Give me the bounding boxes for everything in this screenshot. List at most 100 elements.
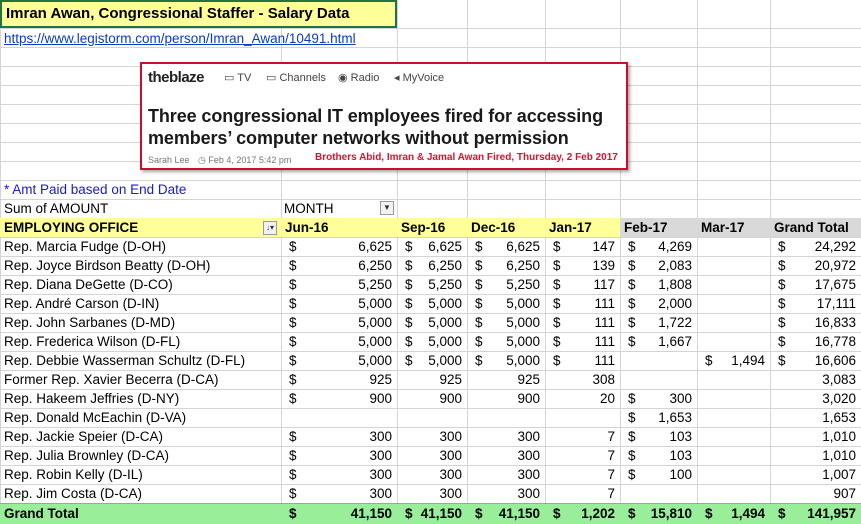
currency: $ [475, 315, 483, 330]
currency: $ [289, 467, 297, 482]
amount: 1,010 [822, 448, 856, 463]
grid-line [0, 427, 861, 428]
amount: 24,292 [814, 239, 856, 254]
value-cell: 20 [545, 389, 620, 408]
value-cell: $41,150 [467, 504, 545, 523]
amount: 5,000 [358, 334, 392, 349]
amount: 6,625 [358, 239, 392, 254]
currency: $ [289, 429, 297, 444]
amount: 7 [607, 448, 615, 463]
currency: $ [778, 353, 786, 368]
currency: $ [628, 410, 636, 425]
amount: 300 [517, 429, 540, 444]
value-cell: $5,000 [467, 294, 545, 313]
value-cell: $16,833 [770, 313, 861, 332]
amount: 6,625 [428, 239, 462, 254]
grid-line [0, 237, 861, 238]
currency: $ [553, 277, 561, 292]
total-label: Grand Total [4, 506, 79, 521]
grid-line [0, 408, 861, 409]
grid-line [0, 465, 861, 466]
office: Rep. Debbie Wasserman Schultz (D-FL) [4, 353, 246, 368]
office: Rep. André Carson (D-IN) [4, 296, 160, 311]
currency: $ [628, 315, 636, 330]
amount: 1,202 [581, 506, 615, 521]
source-link[interactable]: https://www.legistorm.com/person/Imran_A… [4, 31, 356, 46]
headline: members’ computer networks without permi… [148, 128, 569, 148]
amount: 147 [592, 239, 615, 254]
author: Sarah Lee [148, 155, 190, 165]
value-cell: $300 [281, 484, 397, 503]
value-cell: $1,494 [697, 351, 770, 370]
office: Rep. Jackie Speier (D-CA) [4, 429, 164, 444]
value-cell: $2,083 [620, 256, 697, 275]
amount: 300 [369, 448, 392, 463]
currency: $ [705, 506, 713, 521]
value-cell: $6,250 [281, 256, 397, 275]
value-cell: 300 [397, 427, 467, 446]
value-cell: $5,000 [467, 313, 545, 332]
value-cell: $6,625 [397, 237, 467, 256]
amount: 5,000 [358, 296, 392, 311]
currency: $ [475, 334, 483, 349]
value-cell: $147 [545, 237, 620, 256]
value-cell: $141,957 [770, 504, 861, 523]
amount: 925 [369, 372, 392, 387]
amount: 103 [669, 448, 692, 463]
value-cell: $300 [281, 427, 397, 446]
office: Rep. John Sarbanes (D-MD) [4, 315, 176, 330]
amount: 5,000 [428, 296, 462, 311]
currency: $ [289, 486, 297, 501]
value-cell: $1,494 [697, 504, 770, 523]
amount: 300 [517, 448, 540, 463]
date: ◷ Feb 4, 2017 5:42 pm [198, 155, 292, 165]
title-cell[interactable]: Imran Awan, Congressional Staffer - Sala… [0, 0, 397, 28]
office: Rep. Jim Costa (D-CA) [4, 486, 143, 501]
grid-line [545, 0, 546, 524]
currency: $ [475, 296, 483, 311]
amount: 111 [594, 296, 615, 311]
amount: 5,250 [358, 277, 392, 292]
amount: 17,675 [814, 277, 856, 292]
amount: 1,494 [731, 506, 765, 521]
amount: 111 [594, 353, 615, 368]
value-cell: 1,653 [770, 408, 861, 427]
amount: 100 [669, 467, 692, 482]
amount: 300 [369, 467, 392, 482]
grid-line [0, 180, 861, 181]
dropdown[interactable]: ↓▾ [263, 221, 277, 235]
value-cell: $5,000 [281, 351, 397, 370]
grid-line [770, 0, 771, 524]
value-cell: $20,972 [770, 256, 861, 275]
value-cell: $117 [545, 275, 620, 294]
value-cell: 900 [397, 389, 467, 408]
grid-line [0, 0, 1, 524]
value-cell: $24,292 [770, 237, 861, 256]
amount: 300 [669, 391, 692, 406]
value-cell: 300 [467, 465, 545, 484]
amount: 925 [517, 372, 540, 387]
value-cell: $5,000 [467, 332, 545, 351]
amount: 308 [592, 372, 615, 387]
amount: 1,722 [658, 315, 692, 330]
value-cell: $111 [545, 313, 620, 332]
currency: $ [628, 296, 636, 311]
dropdown[interactable]: ▼ [380, 201, 394, 215]
value-cell: $6,625 [281, 237, 397, 256]
amount: 900 [439, 391, 462, 406]
amount: 7 [607, 429, 615, 444]
amount: 300 [517, 467, 540, 482]
value-cell: $1,202 [545, 504, 620, 523]
amount: 1,010 [822, 429, 856, 444]
value-cell: 300 [467, 446, 545, 465]
currency: $ [628, 467, 636, 482]
currency: $ [289, 334, 297, 349]
value-cell: 300 [397, 484, 467, 503]
office: Rep. Joyce Birdson Beatty (D-OH) [4, 258, 211, 273]
amount: 5,250 [428, 277, 462, 292]
currency: $ [553, 296, 561, 311]
amount: 20 [599, 391, 615, 406]
amount: 41,150 [420, 506, 462, 521]
currency: $ [778, 315, 786, 330]
